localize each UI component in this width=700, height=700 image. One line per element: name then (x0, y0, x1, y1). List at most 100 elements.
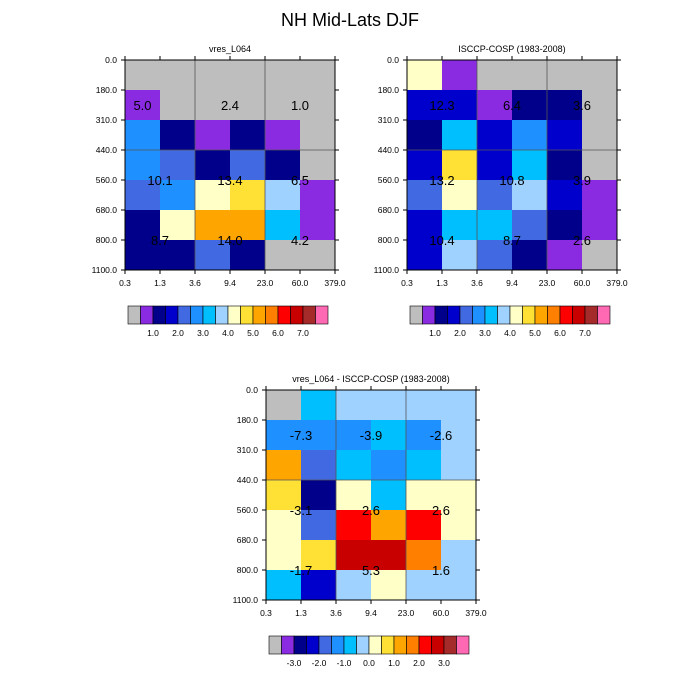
y-tick-label: 310.0 (96, 115, 118, 125)
x-tick-label: 9.4 (224, 278, 236, 288)
colorbar-swatch (152, 305, 166, 325)
heatmap-cell (512, 150, 548, 181)
group-value-label: 1.6 (432, 563, 450, 578)
group-value-label: -3.9 (360, 428, 382, 443)
heatmap-cell (230, 180, 266, 211)
heatmap-cell (547, 180, 583, 211)
heatmap-cell (195, 60, 231, 91)
y-tick-label: 0.0 (105, 55, 117, 65)
heatmap-cell (407, 180, 443, 211)
colorbar-swatch (290, 305, 304, 325)
heatmap-cell (582, 150, 618, 181)
colorbar-swatch (447, 305, 461, 325)
x-tick-label: 0.3 (401, 278, 413, 288)
heatmap-cell (300, 150, 336, 181)
heatmap-cell (336, 570, 372, 601)
heatmap-cell (582, 120, 618, 151)
heatmap-cell (547, 90, 583, 121)
heatmap-cell (195, 180, 231, 211)
x-tick-label: 1.3 (436, 278, 448, 288)
y-tick-label: 440.0 (96, 145, 118, 155)
heatmap-cell (266, 420, 302, 451)
group-value-label: -2.6 (430, 428, 452, 443)
group-value-label: 10.1 (147, 173, 172, 188)
y-tick-label: 560.0 (378, 175, 400, 185)
colorbar-swatch (522, 305, 536, 325)
y-tick-label: 180.0 (378, 85, 400, 95)
panel-title: vres_L064 - ISCCP-COSP (1983-2008) (292, 374, 449, 384)
colorbar-swatch (597, 305, 611, 325)
heatmap-cell (442, 60, 478, 91)
heatmap-cell (547, 120, 583, 151)
heatmap-cell (407, 210, 443, 241)
colorbar-label: 1.0 (388, 658, 400, 668)
panel-title: vres_L064 (209, 44, 251, 54)
heatmap-cell (336, 390, 372, 421)
group-value-label: 2.6 (362, 503, 380, 518)
group-value-label: 2.6 (573, 233, 591, 248)
heatmap-cell (477, 90, 513, 121)
heatmap-cell (407, 150, 443, 181)
heatmap-cell (441, 450, 477, 481)
colorbar-label: 4.0 (222, 328, 234, 338)
x-tick-label: 0.3 (119, 278, 131, 288)
colorbar-swatch (268, 635, 282, 655)
x-tick-label: 9.4 (506, 278, 518, 288)
heatmap-cell (441, 540, 477, 571)
heatmap-cell (406, 570, 442, 601)
heatmap-cell (125, 150, 161, 181)
y-tick-label: 680.0 (378, 205, 400, 215)
colorbar-label: 0.0 (363, 658, 375, 668)
heatmap-cell (160, 180, 196, 211)
heatmap-cell (442, 90, 478, 121)
heatmap-cell (160, 90, 196, 121)
heatmap-cell (441, 390, 477, 421)
heatmap-cell (441, 510, 477, 541)
heatmap-cell (407, 90, 443, 121)
heatmap-cell (582, 210, 618, 241)
y-tick-label: 800.0 (96, 235, 118, 245)
heatmap-cell (300, 120, 336, 151)
heatmap-cell (125, 180, 161, 211)
y-tick-label: 0.0 (246, 385, 258, 395)
heatmap-cell (371, 390, 407, 421)
colorbar-swatch (177, 305, 191, 325)
colorbar-swatch (406, 635, 420, 655)
heatmap-cell (512, 180, 548, 211)
heatmap-cell (160, 240, 196, 271)
figure-title: NH Mid-Lats DJF (280, 10, 419, 30)
colorbar-swatch (315, 305, 329, 325)
colorbar-swatch (572, 305, 586, 325)
group-value-label: 1.0 (291, 98, 309, 113)
heatmap-cell (582, 180, 618, 211)
heatmap-panel-1: vres_L064 5.0 2.4 1.0 10.1 13.4 6.5 8.7 14.0 4.2 0… (92, 44, 346, 338)
heatmap-cell (125, 90, 161, 121)
y-tick-label: 310.0 (378, 115, 400, 125)
x-tick-label: 1.3 (295, 608, 307, 618)
heatmap-cell (266, 510, 302, 541)
group-value-label: 14.0 (217, 233, 242, 248)
colorbar-swatch (584, 305, 598, 325)
colorbar-swatch (484, 305, 498, 325)
heatmap-cell (301, 420, 337, 451)
heatmap-cell (301, 450, 337, 481)
colorbar-swatch (252, 305, 266, 325)
colorbar-swatch (277, 305, 291, 325)
heatmap-cell (265, 210, 301, 241)
group-value-label: 6.5 (291, 173, 309, 188)
heatmap-cell (477, 60, 513, 91)
heatmap-cell (442, 150, 478, 181)
colorbar-label: 6.0 (554, 328, 566, 338)
heatmap-cell (547, 150, 583, 181)
colorbar-swatch (431, 635, 445, 655)
x-tick-label: 9.4 (365, 608, 377, 618)
y-tick-label: 310.0 (237, 445, 259, 455)
heatmap-cell (195, 150, 231, 181)
heatmap-cell (230, 120, 266, 151)
heatmap-cell (300, 60, 336, 91)
group-value-label: 10.4 (429, 233, 454, 248)
group-value-label: 3.9 (573, 173, 591, 188)
heatmap-cell (195, 210, 231, 241)
colorbar-label: 4.0 (504, 328, 516, 338)
